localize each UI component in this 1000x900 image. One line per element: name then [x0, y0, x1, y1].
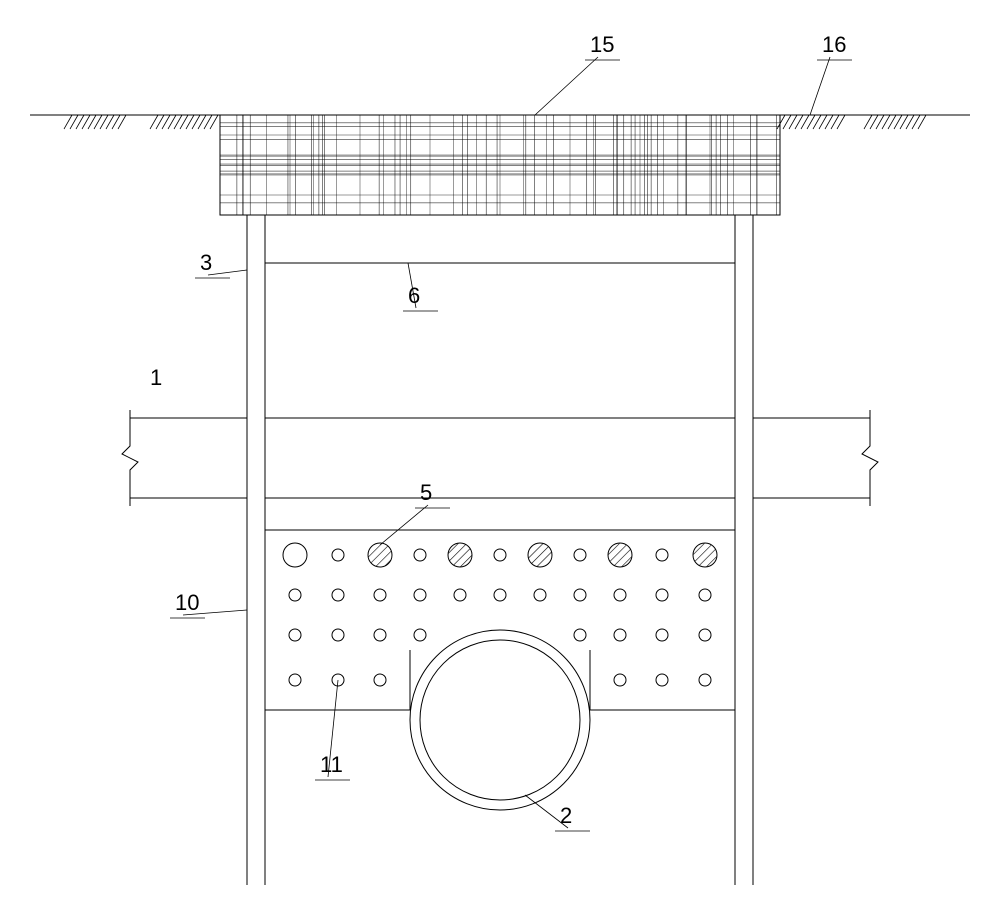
break-symbol — [862, 410, 878, 506]
small-hole — [414, 589, 426, 601]
small-hole — [699, 674, 711, 686]
small-hole — [414, 629, 426, 641]
label-15: 15 — [590, 32, 614, 57]
small-hole — [374, 589, 386, 601]
small-hole — [454, 589, 466, 601]
small-hole — [614, 629, 626, 641]
small-hole — [614, 674, 626, 686]
small-hole — [534, 589, 546, 601]
break-symbol — [122, 410, 138, 506]
small-hole — [332, 629, 344, 641]
large-hole — [283, 543, 307, 567]
small-hole — [656, 674, 668, 686]
label-6: 6 — [408, 283, 420, 308]
large-hole — [608, 543, 632, 567]
label-16: 16 — [822, 32, 846, 57]
small-hole — [574, 629, 586, 641]
small-hole — [494, 549, 506, 561]
label-11: 11 — [320, 752, 343, 777]
label-1: 1 — [150, 365, 162, 390]
small-hole — [699, 589, 711, 601]
small-hole — [289, 589, 301, 601]
label-2: 2 — [560, 803, 572, 828]
small-hole — [494, 589, 506, 601]
small-hole — [289, 674, 301, 686]
label-3: 3 — [200, 250, 212, 275]
large-hole — [528, 543, 552, 567]
small-hole — [289, 629, 301, 641]
small-hole — [614, 589, 626, 601]
tunnel-outer — [410, 630, 590, 810]
tunnel-inner — [420, 640, 580, 800]
small-hole — [374, 629, 386, 641]
small-hole — [656, 589, 668, 601]
large-hole — [368, 543, 392, 567]
small-hole — [699, 629, 711, 641]
small-hole — [414, 549, 426, 561]
small-hole — [332, 589, 344, 601]
small-hole — [656, 629, 668, 641]
large-hole — [693, 543, 717, 567]
small-hole — [574, 589, 586, 601]
small-hole — [332, 549, 344, 561]
label-5: 5 — [420, 480, 432, 505]
label-10: 10 — [175, 590, 199, 615]
large-hole — [448, 543, 472, 567]
small-hole — [656, 549, 668, 561]
small-hole — [374, 674, 386, 686]
small-hole — [574, 549, 586, 561]
